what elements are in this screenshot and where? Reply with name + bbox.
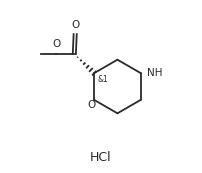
Text: HCl: HCl [90,151,112,164]
Text: &1: &1 [97,75,108,84]
Text: NH: NH [147,68,163,78]
Text: O: O [71,20,79,30]
Text: O: O [87,100,96,110]
Text: O: O [52,39,60,49]
